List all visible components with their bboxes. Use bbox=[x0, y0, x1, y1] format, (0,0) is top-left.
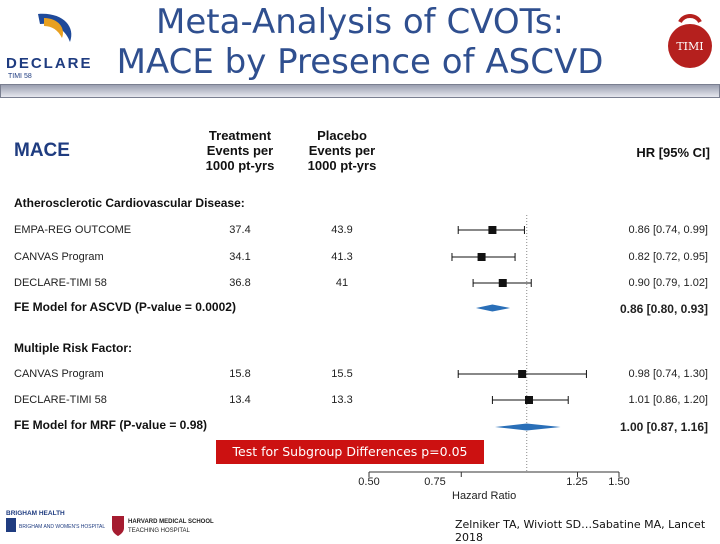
hr-value: 0.90 [0.79, 1.02] bbox=[628, 277, 708, 289]
placebo-header-line2: Events per bbox=[308, 143, 376, 158]
placebo-header: Placebo Events per 1000 pt-yrs bbox=[298, 128, 386, 173]
brigham-harvard-logos: BRIGHAM HEALTH BRIGHAM AND WOMEN'S HOSPI… bbox=[6, 510, 214, 536]
placebo-header-line3: 1000 pt-yrs bbox=[307, 158, 377, 173]
declare-logo-subtext: TIMI 58 bbox=[8, 73, 32, 80]
group-label-mrf: Multiple Risk Factor: bbox=[14, 341, 133, 355]
pooled-label-ascvd: FE Model for ASCVD (P-value = 0.0002) bbox=[14, 300, 236, 314]
hr-value: 0.86 [0.74, 0.99] bbox=[628, 224, 708, 236]
treatment-value: 15.8 bbox=[229, 368, 251, 380]
subgroup-test-annotation: Test for Subgroup Differences p=0.05 bbox=[216, 440, 484, 464]
pooled-diamond bbox=[495, 423, 561, 431]
placebo-value: 13.3 bbox=[331, 394, 353, 406]
placebo-header-line1: Placebo bbox=[317, 128, 367, 143]
treatment-value: 36.8 bbox=[229, 277, 251, 289]
treatment-header-line3: 1000 pt-yrs bbox=[205, 158, 275, 173]
treatment-value: 37.4 bbox=[229, 224, 251, 236]
teaching-hospital-text: TEACHING HOSPITAL bbox=[128, 528, 191, 534]
harvard-text: HARVARD MEDICAL SCHOOL bbox=[128, 519, 214, 525]
hr-value: 0.98 [0.74, 1.30] bbox=[628, 368, 708, 380]
timi-logo-text: TIMI bbox=[676, 40, 703, 53]
placebo-value: 15.5 bbox=[331, 368, 353, 380]
brigham-hospital-text: BRIGHAM AND WOMEN'S HOSPITAL bbox=[19, 524, 105, 530]
pooled-hr-value: 0.86 [0.80, 0.93] bbox=[619, 302, 708, 316]
hr-value: 1.01 [0.86, 1.20] bbox=[628, 394, 708, 406]
x-axis-label: Hazard Ratio bbox=[452, 490, 517, 502]
study-name: CANVAS Program bbox=[14, 251, 104, 263]
hr-point bbox=[518, 370, 527, 378]
pooled-label-mrf: FE Model for MRF (P-value = 0.98) bbox=[14, 418, 208, 432]
brigham-health-text: BRIGHAM HEALTH bbox=[6, 510, 65, 517]
hr-point bbox=[477, 253, 486, 261]
treatment-header-line2: Events per bbox=[206, 143, 274, 158]
study-name: DECLARE-TIMI 58 bbox=[14, 277, 107, 289]
hr-point bbox=[488, 226, 497, 234]
pooled-diamond bbox=[475, 304, 511, 312]
x-tick-label: 1.25 bbox=[566, 476, 588, 488]
x-tick-label: 0.50 bbox=[358, 476, 380, 488]
pooled-hr-value: 1.00 [0.87, 1.16] bbox=[619, 420, 708, 434]
group-label-ascvd: Atherosclerotic Cardiovascular Disease: bbox=[14, 196, 245, 210]
treatment-value: 34.1 bbox=[229, 251, 251, 263]
study-name: EMPA-REG OUTCOME bbox=[14, 224, 132, 236]
declare-logo-text: DECLARE bbox=[6, 55, 93, 72]
study-name: CANVAS Program bbox=[14, 368, 104, 380]
hr-header: HR [95% CI] bbox=[636, 145, 710, 160]
placebo-value: 41 bbox=[335, 277, 349, 289]
treatment-header: Treatment Events per 1000 pt-yrs bbox=[196, 128, 284, 173]
slide-title-line2: MACE by Presence of ASCVD bbox=[116, 42, 604, 82]
citation: Zelniker TA, Wiviott SD…Sabatine MA, Lan… bbox=[455, 518, 706, 544]
placebo-value: 43.9 bbox=[331, 224, 353, 236]
hr-point bbox=[498, 279, 507, 287]
study-name: DECLARE-TIMI 58 bbox=[14, 394, 107, 406]
hr-point bbox=[524, 396, 533, 404]
hr-value: 0.82 [0.72, 0.95] bbox=[628, 251, 708, 263]
treatment-header-line1: Treatment bbox=[208, 128, 272, 143]
outcome-label: MACE bbox=[14, 140, 70, 161]
x-tick-label: 0.75 bbox=[424, 476, 446, 488]
declare-logo: DECLARE TIMI 58 bbox=[6, 13, 93, 80]
slide-title-line1: Meta-Analysis of CVOTs: bbox=[156, 2, 564, 42]
placebo-value: 41.3 bbox=[331, 251, 353, 263]
timi-logo: TIMI bbox=[668, 14, 712, 68]
x-tick-label: 1.50 bbox=[608, 476, 630, 488]
treatment-value: 13.4 bbox=[229, 394, 251, 406]
